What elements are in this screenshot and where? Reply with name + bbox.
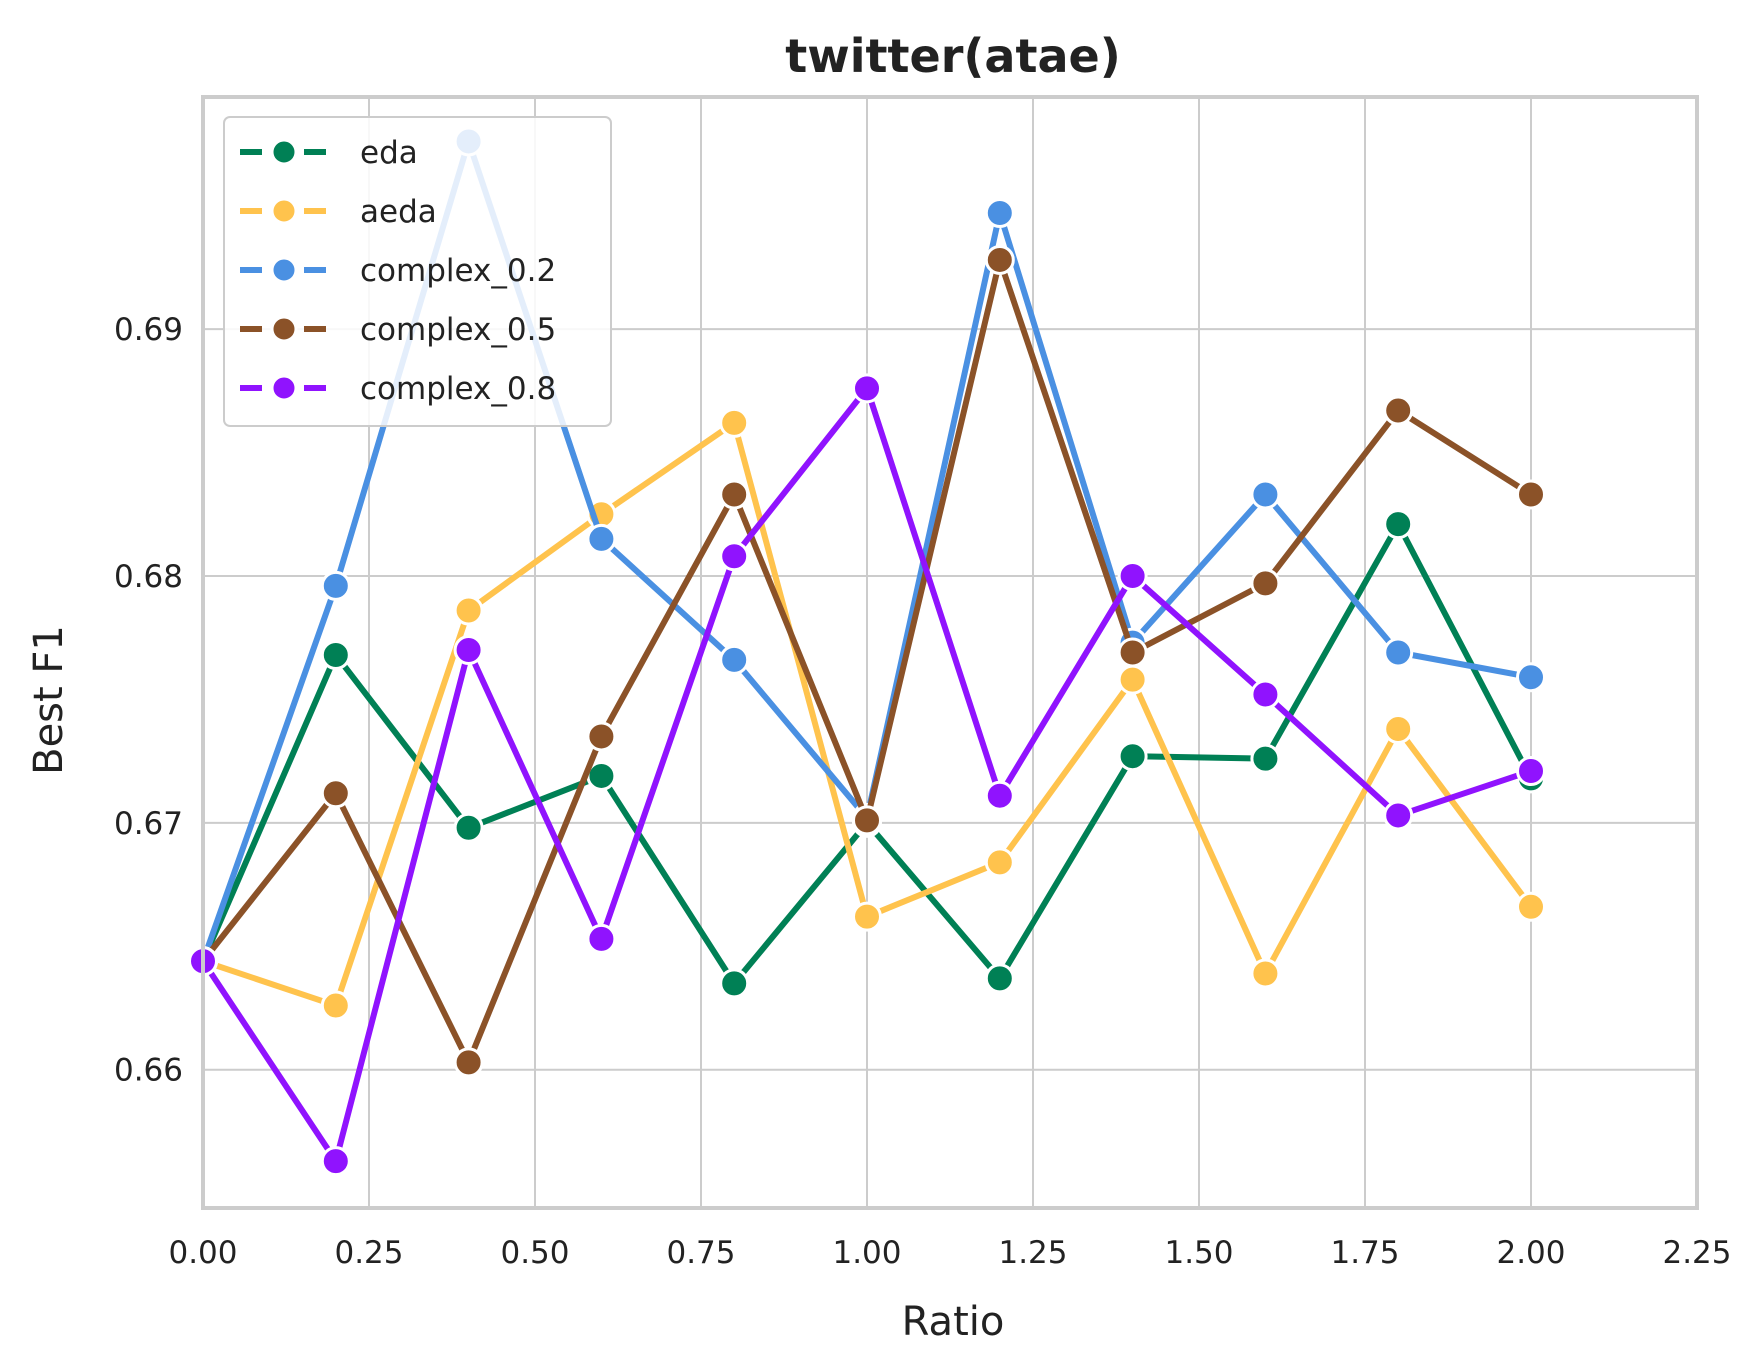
data-point (719, 644, 750, 675)
legend-marker (270, 197, 298, 225)
legend: eda aeda complex_0.2 complex_0.5 complex_0.8 (223, 116, 612, 427)
legend-label: complex_0.8 (360, 371, 556, 407)
legend-item: complex_0.8 (240, 371, 556, 407)
data-point (320, 1146, 351, 1177)
plot-area (188, 126, 1546, 1177)
data-point (984, 963, 1015, 994)
legend-item: aeda (240, 194, 437, 230)
x-tick-label: 0.25 (334, 1235, 403, 1271)
data-point (320, 570, 351, 601)
x-tick-label: 1.50 (1164, 1235, 1233, 1271)
data-point (453, 812, 484, 843)
data-point (320, 778, 351, 809)
data-point (586, 923, 617, 954)
plot-frame (201, 95, 1699, 1210)
y-axis: 0.66 0.67 0.68 0.69 (114, 312, 183, 1089)
legend-box (223, 116, 612, 427)
x-tick-label: 1.00 (832, 1235, 901, 1271)
legend-label: complex_0.5 (360, 312, 556, 348)
data-point (1117, 741, 1148, 772)
x-tick-label: 0.75 (666, 1235, 735, 1271)
x-tick-label: 1.25 (998, 1235, 1067, 1271)
x-tick-label: 1.75 (1330, 1235, 1399, 1271)
data-point (984, 244, 1015, 275)
legend-item: eda (240, 135, 418, 171)
data-point (1250, 479, 1281, 510)
x-tick-label: 2.25 (1662, 1235, 1731, 1271)
legend-label: eda (360, 135, 418, 171)
x-axis-label: Ratio (902, 1299, 1005, 1345)
grid (202, 97, 1698, 1208)
data-point (719, 479, 750, 510)
data-point (1117, 664, 1148, 695)
data-point (1250, 568, 1281, 599)
legend-label: aeda (360, 194, 437, 230)
data-point (1383, 800, 1414, 831)
data-point (1117, 637, 1148, 668)
data-point (984, 847, 1015, 878)
data-point (1383, 395, 1414, 426)
data-point (1383, 509, 1414, 540)
data-point (1383, 714, 1414, 745)
series-complex_0.8 (188, 373, 1546, 1177)
y-tick-label: 0.67 (114, 806, 183, 842)
y-axis-label: Best F1 (26, 625, 72, 775)
data-point (1516, 479, 1546, 510)
data-point (320, 639, 351, 670)
data-point (719, 968, 750, 999)
data-point (453, 1047, 484, 1078)
y-tick-label: 0.66 (114, 1053, 183, 1089)
y-tick-label: 0.69 (114, 312, 183, 348)
data-point (1516, 891, 1546, 922)
data-point (984, 780, 1015, 811)
data-point (719, 407, 750, 438)
data-point (719, 541, 750, 572)
data-point (320, 990, 351, 1021)
data-point (1250, 679, 1281, 710)
data-point (1250, 958, 1281, 989)
data-point (453, 635, 484, 666)
data-point (1516, 662, 1546, 693)
data-point (852, 901, 882, 932)
data-point (852, 805, 882, 836)
data-point (453, 595, 484, 626)
legend-label: complex_0.2 (360, 253, 556, 289)
y-tick-label: 0.68 (114, 559, 183, 595)
x-tick-label: 2.00 (1496, 1235, 1565, 1271)
data-point (1250, 743, 1281, 774)
data-point (586, 721, 617, 752)
x-tick-label: 0.00 (168, 1235, 237, 1271)
legend-item: complex_0.2 (240, 253, 556, 289)
legend-marker (270, 138, 298, 166)
legend-marker (270, 256, 298, 284)
data-point (1383, 637, 1414, 668)
legend-item: complex_0.5 (240, 312, 556, 348)
data-point (1516, 756, 1546, 787)
legend-marker (270, 374, 298, 402)
chart-title: twitter(atae) (785, 29, 1120, 83)
x-tick-label: 0.50 (500, 1235, 569, 1271)
data-point (1117, 560, 1148, 591)
data-point (586, 523, 617, 554)
data-point (984, 198, 1015, 229)
x-axis: 0.00 0.25 0.50 0.75 1.00 1.25 1.50 1.75 2.00 2.25 (168, 1235, 1731, 1271)
legend-marker (270, 315, 298, 343)
data-point (852, 373, 882, 404)
